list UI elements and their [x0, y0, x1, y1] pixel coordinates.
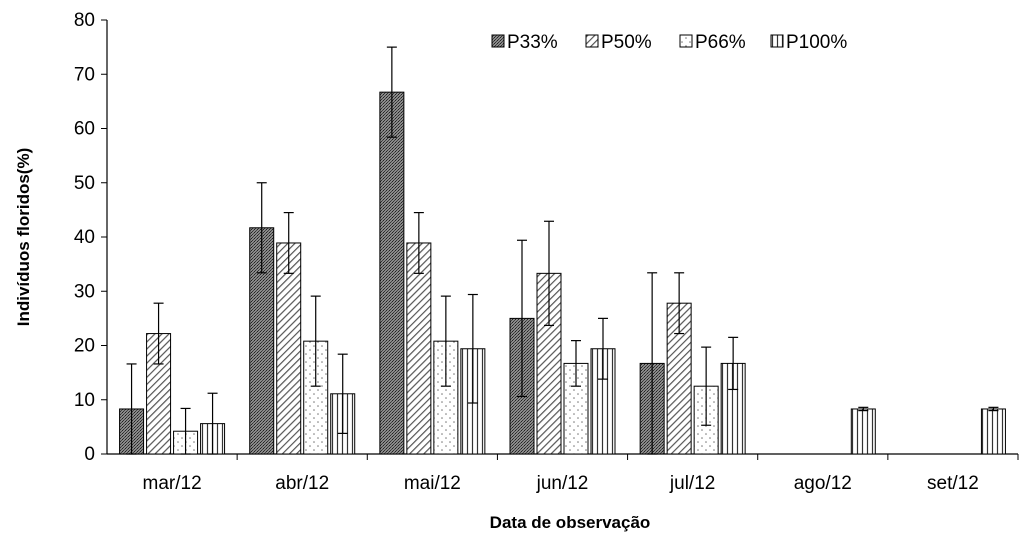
legend-label: P50%	[601, 32, 652, 53]
axes: Indivíduos floridos(%) Data de observaçã…	[14, 20, 1018, 532]
bar	[980, 408, 1006, 455]
legend-swatch	[585, 34, 599, 48]
y-tick-label: 30	[74, 281, 95, 302]
bar	[276, 242, 302, 455]
legend: P33% P50% P66% P100%	[491, 32, 847, 53]
x-tick-label: mar/12	[143, 473, 202, 494]
y-tick-label: 20	[74, 336, 95, 357]
legend-swatch	[491, 34, 505, 48]
y-tick-label: 50	[74, 173, 95, 194]
y-tick-label: 60	[74, 119, 95, 140]
y-tick-label: 40	[74, 227, 95, 248]
ticks: 0 10 20 30 40 50 60 70 80 mar/12 abr/12 mai/12 jun/1…	[74, 10, 1019, 494]
bar	[850, 408, 876, 455]
bar	[379, 91, 405, 455]
x-tick-label: abr/12	[275, 473, 329, 494]
x-tick-label: mai/12	[404, 473, 461, 494]
error-bars	[126, 46, 999, 455]
legend-label: P66%	[695, 32, 746, 53]
legend-swatch	[770, 34, 784, 48]
x-tick-label: jul/12	[669, 473, 715, 494]
bar	[406, 242, 432, 455]
y-tick-label: 0	[84, 444, 95, 465]
y-axis-title: Indivíduos floridos(%)	[14, 148, 33, 327]
y-tick-label: 70	[74, 64, 95, 85]
x-axis-title: Data de observação	[490, 513, 651, 532]
x-tick-label: ago/12	[794, 473, 852, 494]
y-tick-label: 10	[74, 390, 95, 411]
legend-label: P100%	[786, 32, 847, 53]
x-tick-label: set/12	[927, 473, 979, 494]
legend-label: P33%	[507, 32, 558, 53]
x-tick-label: jun/12	[536, 473, 589, 494]
bars	[119, 91, 1006, 455]
y-tick-label: 80	[74, 10, 95, 31]
legend-swatch	[679, 34, 693, 48]
